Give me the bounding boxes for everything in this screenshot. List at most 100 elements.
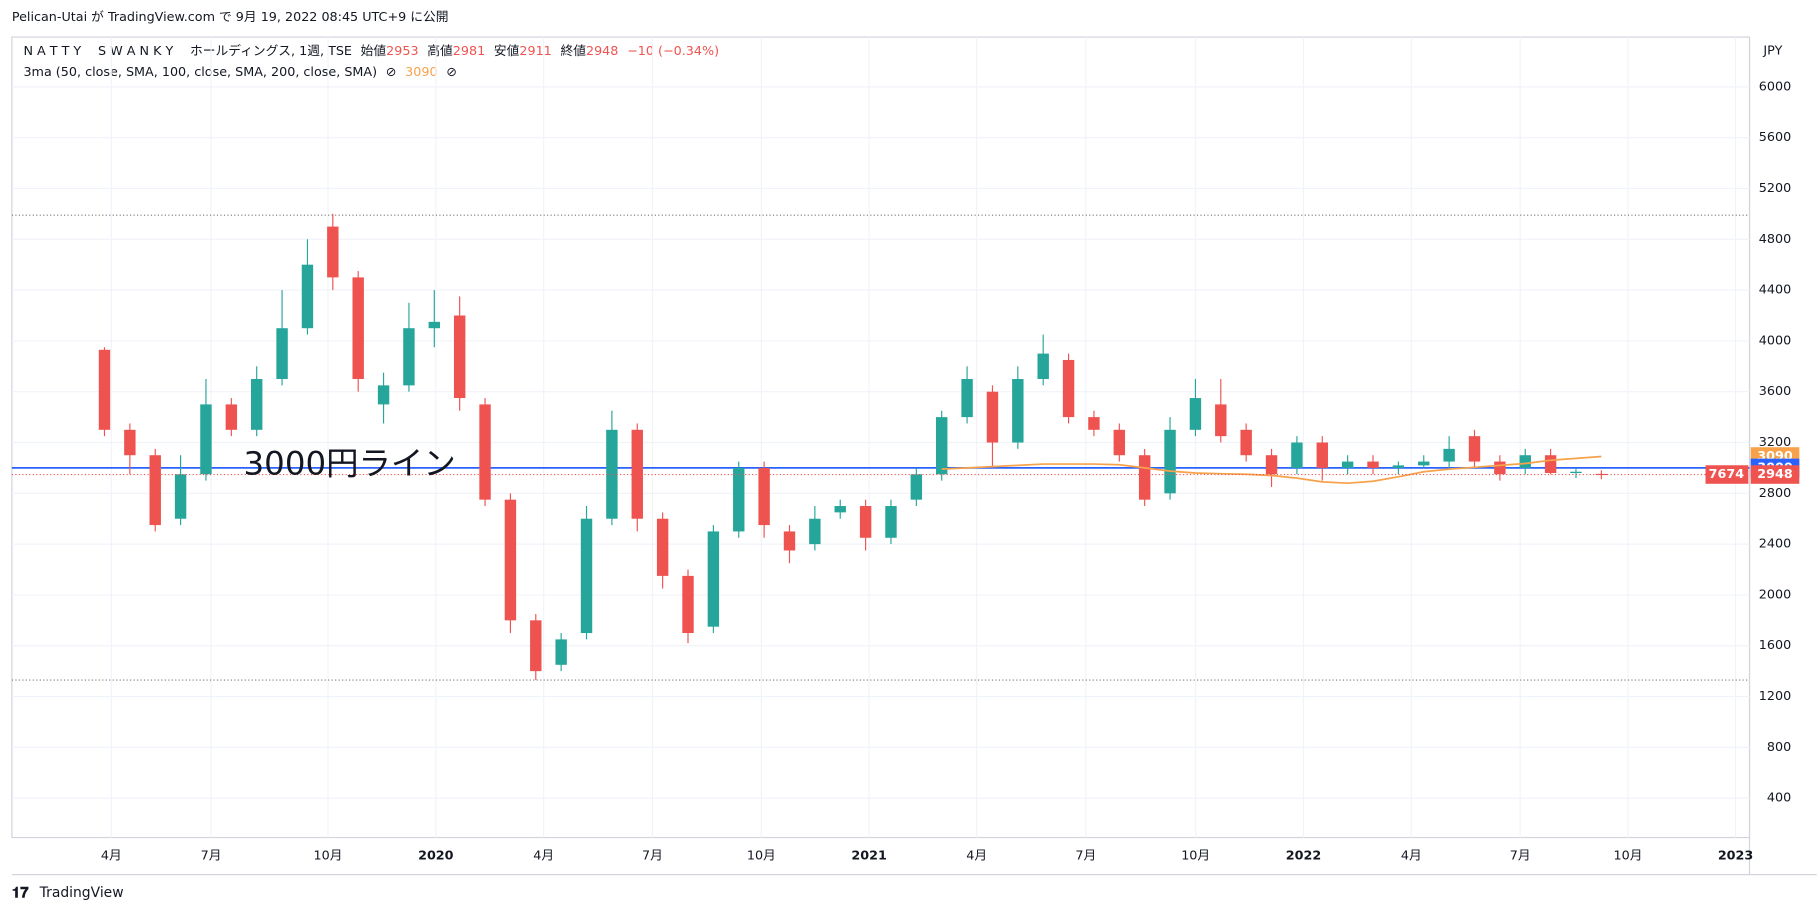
x-tick-label: 2020 bbox=[418, 849, 454, 864]
candle-body bbox=[428, 321, 441, 329]
publish-info: Pelican-Utai が TradingView.com で 9月 19, … bbox=[12, 10, 449, 25]
indicator-name: 3ma (50, close, SMA, 100, close, SMA, 20… bbox=[23, 64, 377, 79]
brand-name: TradingView bbox=[39, 885, 124, 901]
candle-body bbox=[1367, 461, 1379, 468]
candle-body bbox=[276, 328, 288, 380]
x-tick-label: 4月 bbox=[101, 849, 122, 864]
candle-body bbox=[1570, 471, 1582, 473]
candle-body bbox=[580, 518, 593, 634]
candle-body bbox=[1418, 461, 1430, 466]
ohlc-value: 2981 bbox=[453, 43, 485, 58]
candle-body bbox=[1215, 404, 1227, 437]
candle-body bbox=[656, 518, 669, 576]
y-tick-label: 4400 bbox=[1759, 283, 1791, 298]
candle-body bbox=[936, 417, 948, 475]
ohlc-value: 2911 bbox=[519, 43, 551, 58]
candle-body bbox=[377, 385, 390, 405]
y-tick-label: 400 bbox=[1767, 791, 1791, 806]
candle-body bbox=[504, 499, 517, 621]
x-tick-label: 10月 bbox=[1181, 849, 1210, 864]
candle-body bbox=[200, 404, 212, 475]
candle-body bbox=[1088, 417, 1100, 430]
brand: 𝟏𝟕 TradingView bbox=[12, 884, 124, 902]
x-tick-label: 10月 bbox=[747, 849, 776, 864]
candle-body bbox=[1544, 455, 1557, 473]
y-tick-label: 1200 bbox=[1759, 689, 1791, 704]
candle-body bbox=[530, 620, 542, 672]
symbol-tag-bg bbox=[1705, 465, 1749, 484]
candle-body bbox=[1291, 442, 1303, 468]
candle-body bbox=[1189, 398, 1202, 430]
candle-body bbox=[1113, 429, 1126, 456]
y-tick-label: 4800 bbox=[1759, 232, 1791, 247]
candle-body bbox=[961, 379, 973, 418]
candle-body bbox=[783, 531, 796, 551]
change: −10 (−0.34%) bbox=[627, 43, 719, 58]
candle-body bbox=[124, 429, 136, 456]
ohlc-label: 安値 bbox=[494, 42, 520, 58]
x-tick-label: 7月 bbox=[1075, 849, 1096, 864]
candle-body bbox=[1240, 429, 1252, 456]
candle-body bbox=[555, 639, 567, 665]
price-tag: 2948 bbox=[1757, 467, 1793, 482]
y-tick-label: 5600 bbox=[1759, 130, 1791, 145]
candle-body bbox=[174, 474, 187, 519]
candle-body bbox=[707, 531, 720, 627]
candle-body bbox=[352, 277, 364, 380]
x-tick-label: 7月 bbox=[201, 849, 222, 864]
y-tick-label: 3200 bbox=[1759, 435, 1791, 450]
plot-frame bbox=[11, 36, 1751, 839]
x-tick-label: 7月 bbox=[642, 849, 663, 864]
y-tick-label: 2000 bbox=[1759, 587, 1791, 602]
symbol-title: N A T T Y S W A N K Y ホールディングス, 1週, TSE bbox=[23, 42, 352, 58]
y-tick-label: 4000 bbox=[1759, 333, 1791, 348]
ohlc-label: 終値 bbox=[560, 42, 586, 58]
candle-body bbox=[403, 328, 415, 386]
candle-body bbox=[1468, 436, 1481, 462]
candle-body bbox=[1012, 379, 1024, 443]
ohlc-label: 高値 bbox=[427, 42, 453, 58]
ohlc-value: 2953 bbox=[386, 43, 418, 58]
candle-body bbox=[327, 226, 339, 278]
candle-body bbox=[1164, 429, 1176, 494]
candle-body bbox=[1062, 359, 1075, 418]
ohlc-value: 2948 bbox=[586, 43, 618, 58]
symbol-tag: 7674 bbox=[1709, 467, 1745, 482]
x-tick-label: 2021 bbox=[851, 849, 886, 864]
y-tick-label: 1600 bbox=[1759, 638, 1791, 653]
x-tick-label: 10月 bbox=[1614, 849, 1643, 864]
candle-body bbox=[910, 474, 923, 500]
candle-body bbox=[758, 467, 770, 526]
indicator-value: 3090 bbox=[405, 64, 437, 79]
candle-body bbox=[1341, 461, 1354, 468]
x-tick-label: 4月 bbox=[1401, 849, 1422, 864]
grid bbox=[11, 37, 1750, 838]
candle-body bbox=[1138, 455, 1151, 500]
candle-body bbox=[885, 506, 897, 538]
candle-body bbox=[250, 379, 263, 430]
candle-body bbox=[1316, 442, 1328, 468]
candle-body bbox=[809, 518, 821, 545]
x-tick-label: 7月 bbox=[1510, 849, 1531, 864]
candle-body bbox=[149, 455, 161, 526]
y-tick-label: 3600 bbox=[1759, 384, 1791, 399]
x-tick-label: 2022 bbox=[1286, 849, 1321, 864]
x-tick-label: 10月 bbox=[314, 849, 343, 864]
x-tick-label: 2023 bbox=[1718, 849, 1753, 864]
ma-line bbox=[941, 455, 1602, 485]
candle-body bbox=[453, 315, 466, 399]
candle-body bbox=[1443, 448, 1455, 462]
currency: JPY bbox=[1762, 43, 1782, 58]
ohlc-label: 始値 bbox=[361, 42, 387, 58]
candle-body bbox=[479, 404, 491, 500]
candle-body bbox=[631, 429, 643, 519]
x-tick-label: 4月 bbox=[966, 849, 987, 864]
candle-body bbox=[859, 506, 872, 538]
y-tick-label: 2400 bbox=[1759, 537, 1791, 552]
candle-body bbox=[733, 467, 745, 532]
x-tick-label: 4月 bbox=[533, 849, 554, 864]
annotation: 3000円ライン bbox=[244, 445, 456, 483]
candle-body bbox=[1265, 455, 1278, 475]
legend-line: N A T T Y S W A N K Y ホールディングス, 1週, TSE … bbox=[23, 42, 719, 58]
